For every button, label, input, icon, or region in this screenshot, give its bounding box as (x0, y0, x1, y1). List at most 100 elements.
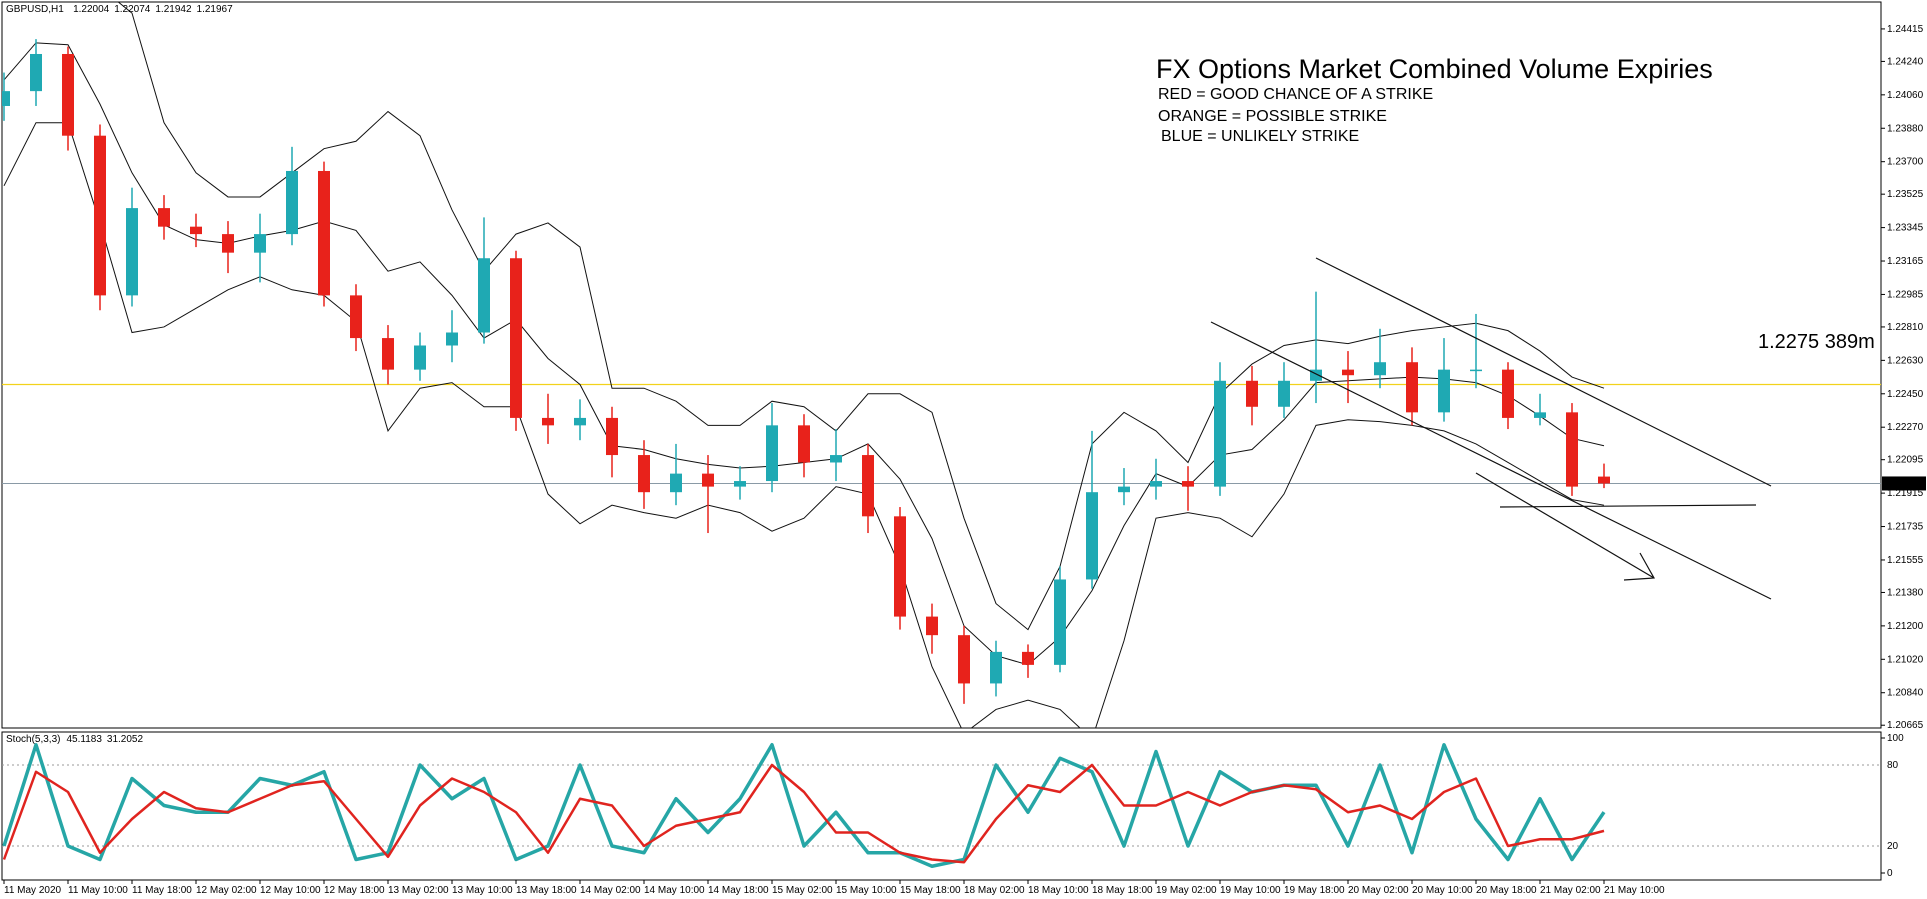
x-tick-label: 11 May 10:00 (68, 885, 128, 896)
candle-body (318, 170, 330, 296)
stoch-line (2, 743, 1606, 868)
candle-body (926, 616, 938, 636)
x-tick-label: 15 May 02:00 (772, 885, 833, 896)
chart-title: FX Options Market Combined Volume Expiri… (1156, 54, 1713, 84)
y-tick-label: 1.21200 (1887, 621, 1924, 632)
candle-body (1342, 369, 1354, 376)
stoch-tick-label: 100 (1887, 733, 1904, 744)
x-tick-label: 14 May 18:00 (708, 885, 769, 896)
legend-line: BLUE = UNLIKELY STRIKE (1161, 128, 1359, 145)
x-tick-label: 20 May 10:00 (1412, 885, 1473, 896)
stoch-panel (1, 731, 1882, 881)
candle-body (382, 338, 394, 370)
y-tick-label: 1.22095 (1887, 455, 1924, 466)
y-tick-label: 1.24240 (1887, 56, 1924, 67)
trend-line (1315, 257, 1772, 487)
low: 1.21942 (155, 4, 192, 15)
open: 1.22004 (73, 4, 110, 15)
x-tick-label: 18 May 10:00 (1028, 885, 1089, 896)
candle-body (894, 516, 906, 617)
candle-body (1598, 476, 1610, 484)
candle-body (1374, 362, 1386, 376)
candle-body (446, 332, 458, 346)
candle-body (286, 170, 298, 235)
candle-body (158, 208, 170, 227)
candle-body (1406, 362, 1418, 413)
candle-body (734, 481, 746, 487)
annotation: 1.2275 389m (1758, 331, 1875, 353)
x-tick-label: 11 May 18:00 (132, 885, 192, 896)
candle-body (542, 417, 554, 426)
candle-body (702, 473, 714, 487)
candle-body (1182, 481, 1194, 487)
trend-lines (1210, 257, 1772, 600)
candle-body (1150, 481, 1162, 487)
support-line (1499, 504, 1757, 508)
y-tick-label: 1.22450 (1887, 389, 1924, 400)
candle-body (1118, 486, 1130, 493)
y-tick-label: 1.24060 (1887, 90, 1924, 101)
bollinger-lower (3, 122, 1605, 728)
candle-body (1310, 369, 1322, 381)
x-tick-label: 14 May 02:00 (580, 885, 641, 896)
y-tick-label: 1.22630 (1887, 355, 1924, 366)
candle-body (670, 473, 682, 493)
legend-line: ORANGE = POSSIBLE STRIKE (1158, 108, 1387, 125)
high: 1.22074 (114, 4, 151, 15)
candle-body (1086, 492, 1098, 580)
indicator: Stoch(5,3,3) (6, 734, 60, 745)
candle-body (1470, 369, 1482, 372)
stoch-tick-label: 80 (1887, 760, 1899, 771)
x-tick-label: 18 May 18:00 (1092, 885, 1153, 896)
x-tick-label: 19 May 02:00 (1156, 885, 1217, 896)
candle-body (830, 455, 842, 463)
price-box (1882, 476, 1926, 491)
candle-body (222, 234, 234, 253)
d-value: 31.2052 (107, 734, 144, 745)
x-tick-label: 11 May 2020 (4, 885, 62, 896)
candle-body (574, 417, 586, 426)
candle-body (1534, 412, 1546, 418)
close: 1.21967 (197, 4, 234, 15)
trend-line (1210, 321, 1772, 600)
y-tick-label: 1.21020 (1887, 654, 1924, 665)
symbol-header: GBPUSD,H1 1.22004 1.22074 1.21942 1.21967 (6, 4, 233, 15)
candle-body (478, 258, 490, 333)
arrow-line (1475, 472, 1655, 579)
candle-body (254, 234, 266, 253)
candle-body (1278, 380, 1290, 407)
y-tick-label: 1.22270 (1887, 422, 1924, 433)
stoch-header: Stoch(5,3,3) 45.1183 31.2052 (6, 734, 143, 745)
candle-body (1438, 369, 1450, 413)
candle-body (62, 53, 74, 136)
stoch-line (2, 763, 1605, 864)
y-tick-label: 1.23525 (1887, 189, 1924, 200)
x-tick-label: 13 May 02:00 (388, 885, 449, 896)
price-label: 1.21967 (1885, 479, 1922, 490)
y-tick-label: 1.22810 (1887, 322, 1924, 333)
candle-body (1214, 380, 1226, 487)
candle-body (766, 425, 778, 482)
x-tick-label: 19 May 10:00 (1220, 885, 1281, 896)
x-tick-label: 21 May 10:00 (1604, 885, 1665, 896)
x-tick-label: 13 May 10:00 (452, 885, 513, 896)
y-tick-label: 1.23165 (1887, 256, 1924, 267)
candle-body (1022, 651, 1034, 665)
x-tick-label: 15 May 18:00 (900, 885, 961, 896)
x-tick-label: 20 May 02:00 (1348, 885, 1409, 896)
candle-body (798, 425, 810, 463)
k-value: 45.1183 (66, 734, 102, 745)
candle-body (350, 295, 362, 339)
arrow-head (1623, 552, 1655, 581)
candle-body (510, 258, 522, 418)
candle-body (990, 651, 1002, 684)
y-tick-label: 1.21735 (1887, 522, 1924, 533)
y-tick-label: 1.24415 (1887, 24, 1924, 35)
y-tick-label: 1.23880 (1887, 123, 1924, 134)
x-tick-label: 12 May 02:00 (196, 885, 257, 896)
candle-body (126, 208, 138, 296)
stoch-plot (2, 743, 1881, 868)
stoch-tick-label: 0 (1887, 868, 1893, 879)
candle-body (190, 226, 202, 235)
